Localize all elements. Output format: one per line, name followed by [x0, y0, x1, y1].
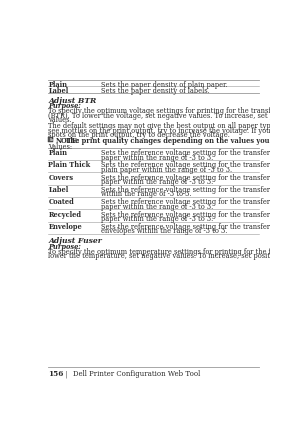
Text: Label: Label: [48, 186, 69, 194]
Text: see mottles on the print output, try to increase the voltage. If you see white: see mottles on the print output, try to …: [48, 127, 300, 135]
Text: Adjust Fuser: Adjust Fuser: [48, 237, 102, 245]
FancyBboxPatch shape: [48, 137, 53, 142]
Text: NOTE:: NOTE:: [55, 137, 80, 145]
Text: Values:: Values:: [48, 143, 73, 151]
Text: Sets the reference voltage setting for the transfer roller for coated: Sets the reference voltage setting for t…: [101, 198, 300, 206]
Text: 156: 156: [48, 370, 64, 378]
Text: spots on the print output, try to decrease the voltage.: spots on the print output, try to decrea…: [48, 131, 230, 139]
Text: Purpose:: Purpose:: [48, 243, 81, 251]
Text: Sets the reference voltage setting for the transfer roller for plain: Sets the reference voltage setting for t…: [101, 149, 300, 157]
Text: Plain Thick: Plain Thick: [48, 161, 91, 169]
Text: Sets the reference voltage setting for the transfer roller for thick: Sets the reference voltage setting for t…: [101, 161, 300, 169]
Text: The default settings may not give the best output on all paper types. If you: The default settings may not give the be…: [48, 122, 300, 130]
Text: paper within the range of -3 to 3.: paper within the range of -3 to 3.: [101, 178, 213, 186]
Text: within the range of -3 to 3.: within the range of -3 to 3.: [101, 190, 192, 199]
Text: Sets the reference voltage setting for the transfer roller for cover: Sets the reference voltage setting for t…: [101, 173, 300, 181]
Text: To specify the optimum voltage settings for printing for the transfer roller: To specify the optimum voltage settings …: [48, 107, 299, 115]
Text: paper within the range of -3 to 3.: paper within the range of -3 to 3.: [101, 215, 213, 223]
Text: Dell Printer Configuration Web Tool: Dell Printer Configuration Web Tool: [73, 370, 200, 378]
Text: Adjust BTR: Adjust BTR: [48, 97, 97, 104]
Text: Sets the paper density of plain paper.: Sets the paper density of plain paper.: [101, 81, 228, 89]
Text: Purpose:: Purpose:: [48, 102, 81, 110]
Text: paper within the range of -3 to 3.: paper within the range of -3 to 3.: [101, 203, 213, 211]
Text: lower the temperature, set negative values. To increase, set positive values.: lower the temperature, set negative valu…: [48, 253, 300, 260]
Text: plain paper within the range of -3 to 3.: plain paper within the range of -3 to 3.: [101, 166, 232, 174]
Text: Sets the reference voltage setting for the transfer roller for: Sets the reference voltage setting for t…: [101, 223, 300, 231]
Text: Recycled: Recycled: [48, 210, 81, 219]
Text: The print quality changes depending on the values you select for this item.: The print quality changes depending on t…: [63, 137, 300, 145]
Text: Plain: Plain: [48, 149, 67, 157]
Text: Sets the paper density of labels.: Sets the paper density of labels.: [101, 87, 210, 95]
Text: paper within the range of -3 to 3.: paper within the range of -3 to 3.: [101, 153, 213, 161]
Text: Envelope: Envelope: [48, 223, 82, 231]
Text: Coated: Coated: [48, 198, 74, 206]
Text: Plain: Plain: [48, 81, 67, 89]
Text: Sets the reference voltage setting for the transfer roller for labels: Sets the reference voltage setting for t…: [101, 186, 300, 194]
Text: Covers: Covers: [48, 173, 74, 181]
Text: Sets the reference voltage setting for the transfer roller for recycled: Sets the reference voltage setting for t…: [101, 210, 300, 219]
Text: values.: values.: [48, 116, 72, 124]
Text: |: |: [65, 370, 68, 378]
Text: Label: Label: [48, 87, 69, 95]
Text: envelopes within the range of -3 to 3.: envelopes within the range of -3 to 3.: [101, 227, 227, 236]
Text: (BTR). To lower the voltage, set negative values. To increase, set positive: (BTR). To lower the voltage, set negativ…: [48, 112, 296, 120]
Text: To specify the optimum temperature settings for printing for the fuser. To: To specify the optimum temperature setti…: [48, 248, 298, 256]
